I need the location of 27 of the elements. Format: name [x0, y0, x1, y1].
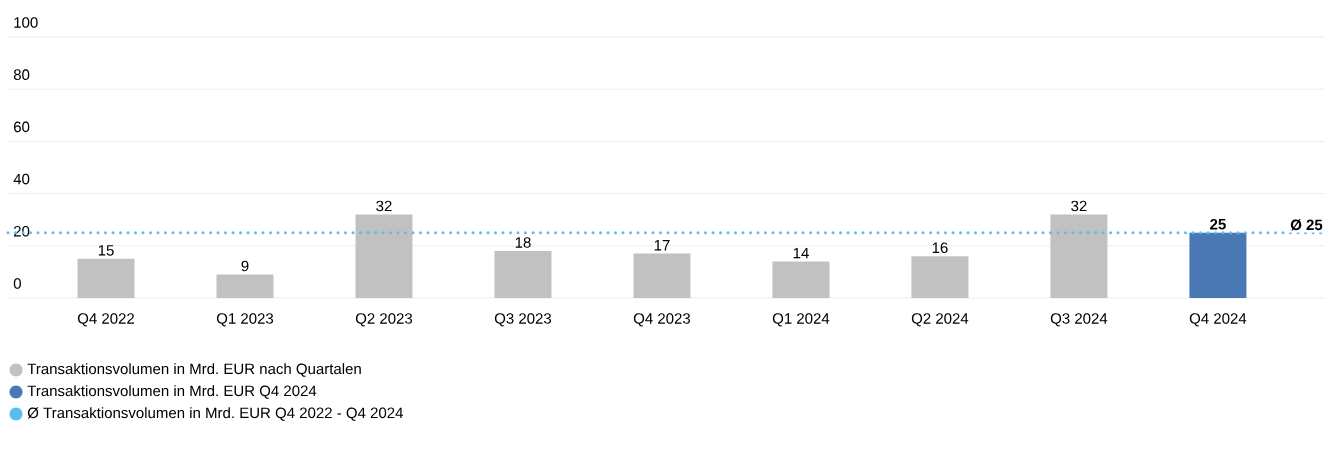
ref-line-label: Ø 25 [1290, 219, 1323, 231]
x-tick-label: Q4 2022 [77, 313, 135, 327]
data-label: 14 [793, 247, 809, 259]
x-tick-label: Q2 2023 [355, 313, 413, 327]
y-tick-label: 100 [14, 17, 38, 28]
y-tick-label: 0 [13, 278, 21, 289]
x-tick-label: Q3 2024 [1050, 313, 1108, 327]
data-label: 32 [376, 200, 392, 212]
x-tick-label: Q4 2024 [1189, 313, 1247, 327]
data-label: 16 [932, 242, 948, 254]
text: Ø Transaktionsvolumen in Mrd. EUR Q4 2022 - Q4 2024 [27, 407, 404, 421]
data-label: 17 [654, 240, 670, 251]
data-label: 32 [1071, 200, 1087, 212]
data-label: 9 [241, 260, 249, 272]
data-label: 18 [515, 237, 531, 248]
x-tick-label: Q4 2023 [633, 313, 691, 327]
y-tick-label: 80 [13, 69, 30, 80]
x-tick-label: Q1 2024 [772, 313, 830, 327]
x-tick-label: Q2 2024 [911, 313, 969, 327]
legend-label: Transaktionsvolumen in Mrd. EUR nach Quartalen [27, 363, 361, 377]
data-label: 25 [1210, 218, 1226, 230]
data-label: 15 [98, 245, 114, 256]
y-tick-label: 60 [13, 121, 30, 133]
x-tick-label: Q1 2023 [216, 313, 274, 327]
y-tick-label: 40 [13, 173, 30, 185]
legend-label: Transaktionsvolumen in Mrd. EUR Q4 2024 [27, 385, 317, 399]
x-tick-label: Q3 2023 [494, 313, 552, 327]
